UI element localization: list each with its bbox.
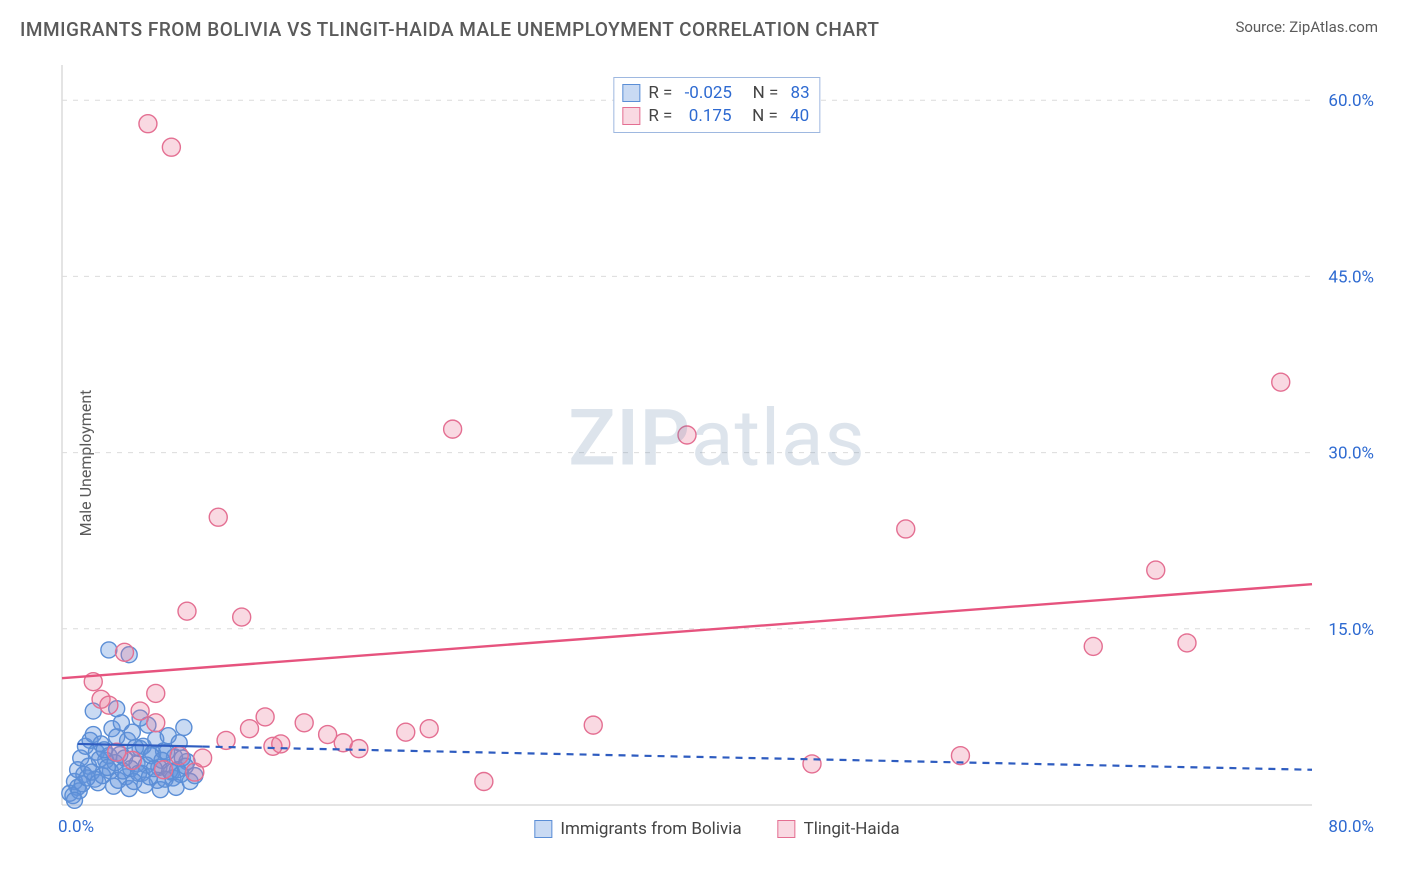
- stat-n-label: N =: [740, 105, 783, 128]
- legend-label: Immigrants from Bolivia: [560, 819, 741, 839]
- x-axis-max-label: 80.0%: [1328, 817, 1374, 837]
- legend-swatch: [534, 820, 552, 838]
- legend-swatch: [622, 107, 640, 125]
- svg-text:15.0%: 15.0%: [1328, 620, 1374, 640]
- stat-r-value: -0.025: [685, 82, 732, 105]
- legend-swatch: [622, 84, 640, 102]
- header: IMMIGRANTS FROM BOLIVIA VS TLINGIT-HAIDA…: [0, 0, 1406, 51]
- chart-title: IMMIGRANTS FROM BOLIVIA VS TLINGIT-HAIDA…: [20, 18, 879, 41]
- stat-r-label: R =: [648, 105, 676, 128]
- legend-item: Tlingit-Haida: [778, 819, 900, 839]
- source-prefix: Source:: [1235, 18, 1289, 36]
- legend-swatch: [778, 820, 796, 838]
- correlation-stats-box: R = -0.025 N = 83R = 0.175 N = 40: [613, 77, 820, 133]
- legend-label: Tlingit-Haida: [804, 819, 900, 839]
- plot-area: 15.0%30.0%45.0%60.0% ZIPatlas R = -0.025…: [52, 65, 1382, 845]
- x-axis-origin-label: 0.0%: [58, 817, 94, 837]
- svg-text:60.0%: 60.0%: [1328, 91, 1374, 111]
- stat-r-label: R =: [648, 82, 676, 105]
- svg-text:45.0%: 45.0%: [1328, 267, 1374, 287]
- series-legend: Immigrants from Bolivia Tlingit-Haida: [534, 819, 899, 839]
- stats-row: R = -0.025 N = 83: [622, 82, 809, 105]
- stats-row: R = 0.175 N = 40: [622, 105, 809, 128]
- source-attribution: Source: ZipAtlas.com: [1235, 18, 1378, 36]
- stat-n-value: 83: [791, 82, 810, 105]
- scatter-plot-svg: 15.0% 30.0% 45.0% 60.0%: [52, 65, 1382, 845]
- stat-r-value: 0.175: [685, 105, 732, 128]
- source-name: ZipAtlas.com: [1289, 18, 1378, 36]
- stat-n-value: 40: [790, 105, 809, 128]
- legend-item: Immigrants from Bolivia: [534, 819, 741, 839]
- chart-container: Male Unemployment 15.0%30.0%45.0%60.0% Z…: [20, 55, 1386, 870]
- svg-text:30.0%: 30.0%: [1328, 444, 1374, 464]
- stat-n-label: N =: [740, 82, 783, 105]
